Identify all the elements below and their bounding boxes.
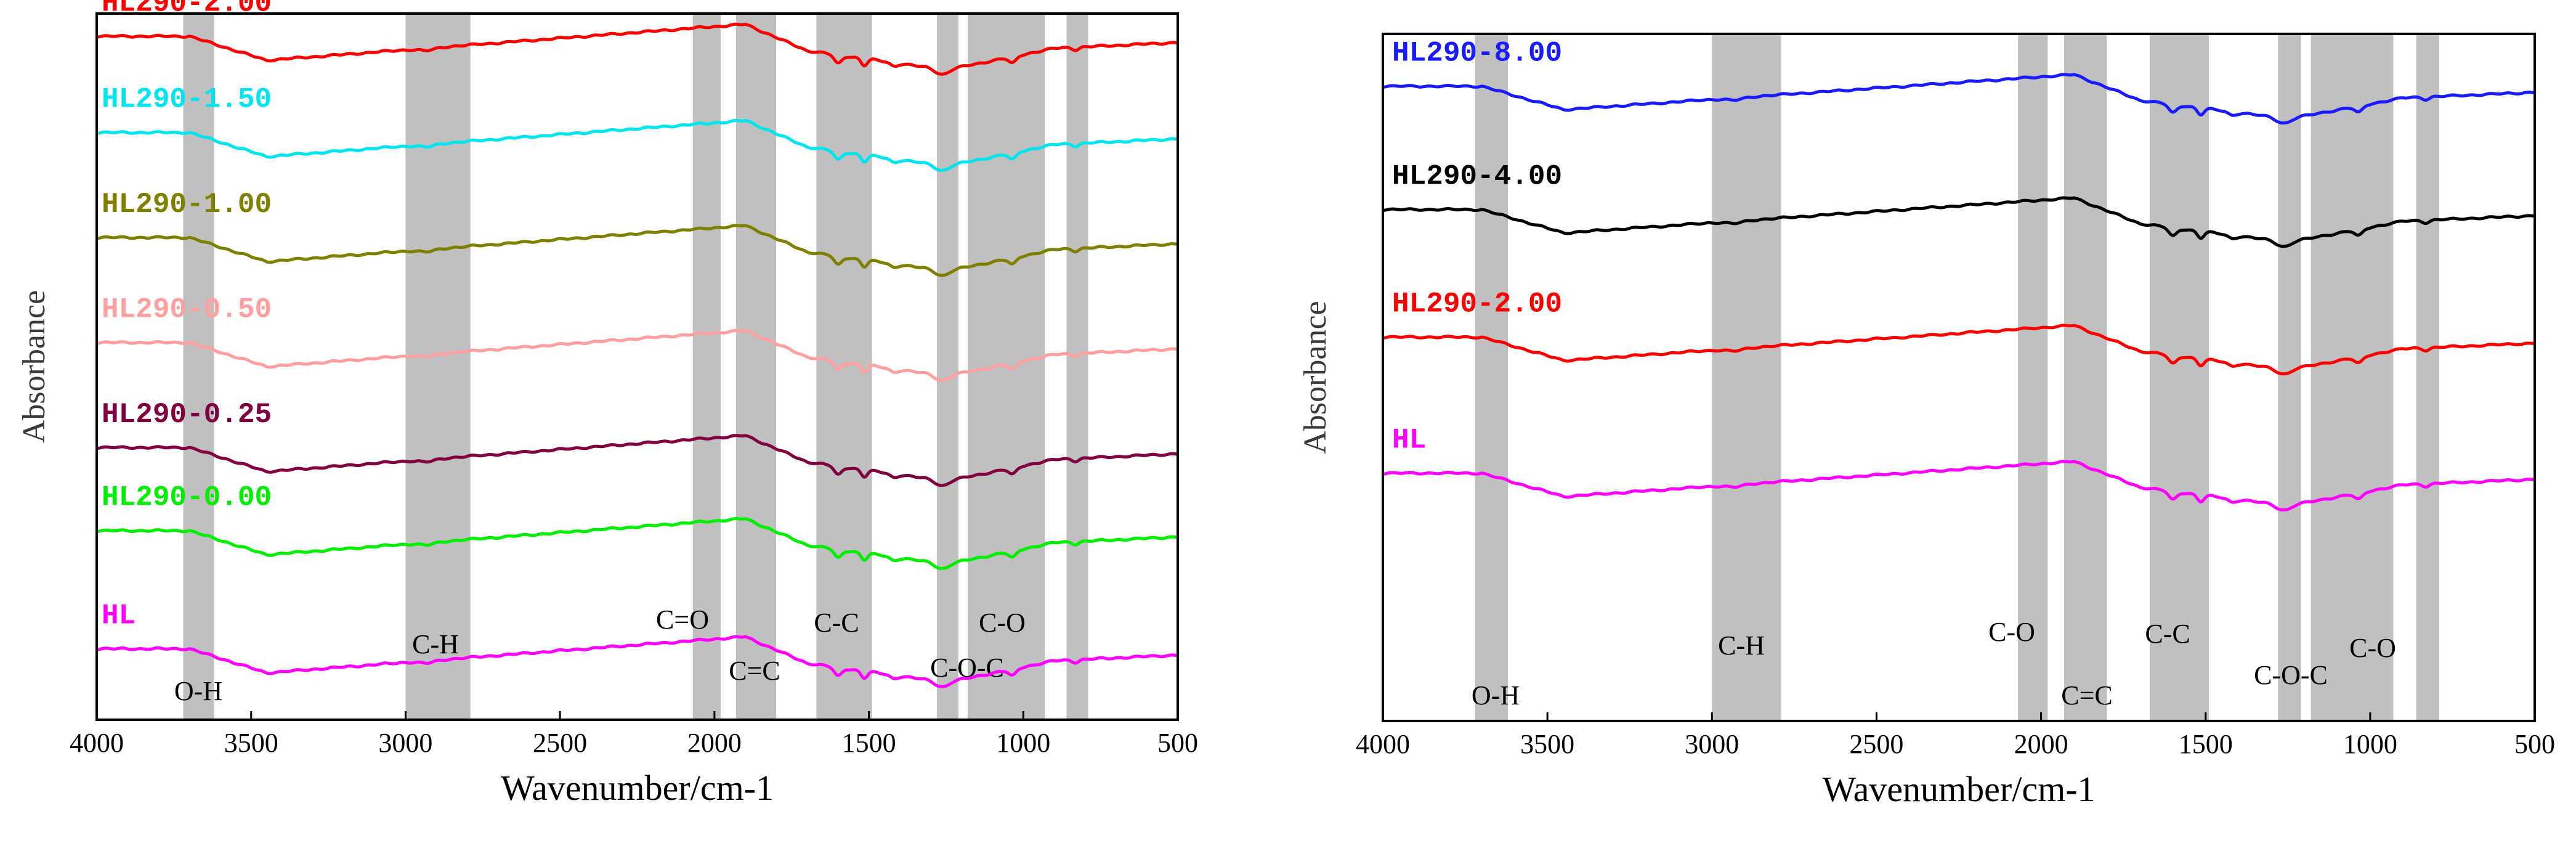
left-series-line-hl — [96, 635, 1178, 688]
right-series-label-hl: HL — [1392, 424, 1426, 456]
left-series-line-hl290-2-00 — [96, 22, 1178, 76]
right-band-label-c-c: C-C — [2145, 619, 2190, 649]
right-x-tick-label-1000: 1000 — [2343, 729, 2397, 759]
right-series-line-hl — [1382, 460, 2535, 511]
left-x-tick-label-3500: 3500 — [224, 728, 278, 758]
right-band-label-c-o: C-O — [2349, 633, 2396, 663]
right-chart-panel: O-H C-H C-O C=C C-C C-O-C C-O HL290-8.00 HL290-4… — [1281, 0, 2576, 851]
right-x-tick-label-500: 500 — [2514, 729, 2555, 759]
left-x-tick-label-4000: 4000 — [70, 728, 124, 758]
right-x-axis-title: Wavenumber/cm-1 — [1822, 769, 2095, 809]
right-chart: O-H C-H C-O C=C C-C C-O-C C-O HL290-8.00 HL290-4… — [1298, 33, 2555, 809]
right-band-4 — [2149, 34, 2209, 721]
right-x-tick-label-3000: 3000 — [1685, 729, 1739, 759]
left-series-line-hl290-1-00 — [96, 224, 1178, 277]
left-band-label-c-c: C=C — [729, 656, 780, 686]
right-band-2 — [2018, 34, 2048, 721]
left-chart-panel: O-H C-H C=O C=C C-C C-O-C C-O HL290-2.00 HL290-1… — [0, 0, 1238, 851]
right-series-line-hl290-2-00 — [1382, 324, 2535, 376]
left-band-0 — [183, 14, 214, 720]
left-x-tick-label-1000: 1000 — [996, 728, 1050, 758]
right-x-tick-label-4000: 4000 — [1356, 729, 1410, 759]
left-y-axis-title: Absorbance — [17, 290, 52, 443]
left-series-label-hl290-2-00: HL290-2.00 — [102, 0, 272, 19]
right-band-label-c-c: C=C — [2061, 680, 2113, 711]
right-x-tick-label-1500: 1500 — [2179, 729, 2233, 759]
left-series-label-hl290-1-50: HL290-1.50 — [102, 84, 272, 116]
right-band-1 — [1712, 34, 1781, 721]
right-series-label-hl290-8-00: HL290-8.00 — [1392, 37, 1562, 69]
right-band-5 — [2278, 34, 2301, 721]
left-plot-frame — [95, 12, 1179, 721]
left-x-tick-label-1500: 1500 — [842, 728, 896, 758]
right-x-tick-label-2500: 2500 — [1849, 729, 1903, 759]
left-x-axis-title: Wavenumber/cm-1 — [501, 768, 774, 808]
left-series-label-hl290-0-50: HL290-0.50 — [102, 293, 272, 325]
left-band-5 — [936, 14, 958, 720]
left-series-line-hl290-0-00 — [96, 517, 1178, 570]
left-series-line-hl290-0-25 — [96, 434, 1178, 487]
left-x-tick-label-500: 500 — [1157, 728, 1198, 758]
left-band-label-c-c: C-C — [814, 608, 859, 638]
right-band-label-c-o: C-O — [1988, 617, 2035, 647]
left-x-tick-label-2500: 2500 — [533, 728, 587, 758]
left-series-label-hl290-0-25: HL290-0.25 — [102, 399, 272, 431]
right-band-6 — [2311, 34, 2394, 721]
left-x-tick-label-3000: 3000 — [378, 728, 432, 758]
right-band-7 — [2416, 34, 2440, 721]
right-band-3 — [2064, 34, 2107, 721]
left-band-7 — [1066, 14, 1088, 720]
left-series-label-hl290-1-00: HL290-1.00 — [102, 189, 272, 221]
left-band-4 — [816, 14, 872, 720]
left-series-label-hl290-0-00: HL290-0.00 — [102, 482, 272, 514]
left-chart: O-HC-HC=OC=CC-CC-O-CC-OHL290-2.00HL290-1… — [17, 0, 1198, 808]
left-series-label-hl: HL — [102, 600, 136, 632]
right-plot-frame — [1382, 33, 2536, 722]
right-series-label-hl290-2-00: HL290-2.00 — [1392, 288, 1562, 320]
left-series-line-hl290-1-50 — [96, 119, 1178, 172]
right-x-tick-label-2000: 2000 — [2014, 729, 2068, 759]
right-band-label-c-h: C-H — [1718, 630, 1765, 661]
left-x-tick-label-2000: 2000 — [687, 728, 742, 758]
left-band-label-o-h: O-H — [174, 676, 222, 706]
right-band-0 — [1475, 34, 1509, 721]
right-y-axis-title: Absorbance — [1298, 301, 1333, 454]
left-band-label-c-o: C=O — [656, 605, 709, 635]
right-band-label-c-o-c: C-O-C — [2254, 660, 2328, 690]
right-series-line-hl290-8-00 — [1382, 73, 2535, 125]
right-series-line-hl290-4-00 — [1382, 196, 2535, 248]
right-band-label-o-h: O-H — [1472, 680, 1520, 711]
left-band-1 — [405, 14, 471, 720]
left-band-label-c-o: C-O — [979, 608, 1026, 638]
right-x-tick-label-3500: 3500 — [1520, 729, 1574, 759]
left-series-line-hl290-0-50 — [96, 328, 1178, 382]
left-band-label-c-h: C-H — [412, 629, 459, 659]
left-band-2 — [692, 14, 721, 720]
right-series-label-hl290-4-00: HL290-4.00 — [1392, 161, 1562, 193]
